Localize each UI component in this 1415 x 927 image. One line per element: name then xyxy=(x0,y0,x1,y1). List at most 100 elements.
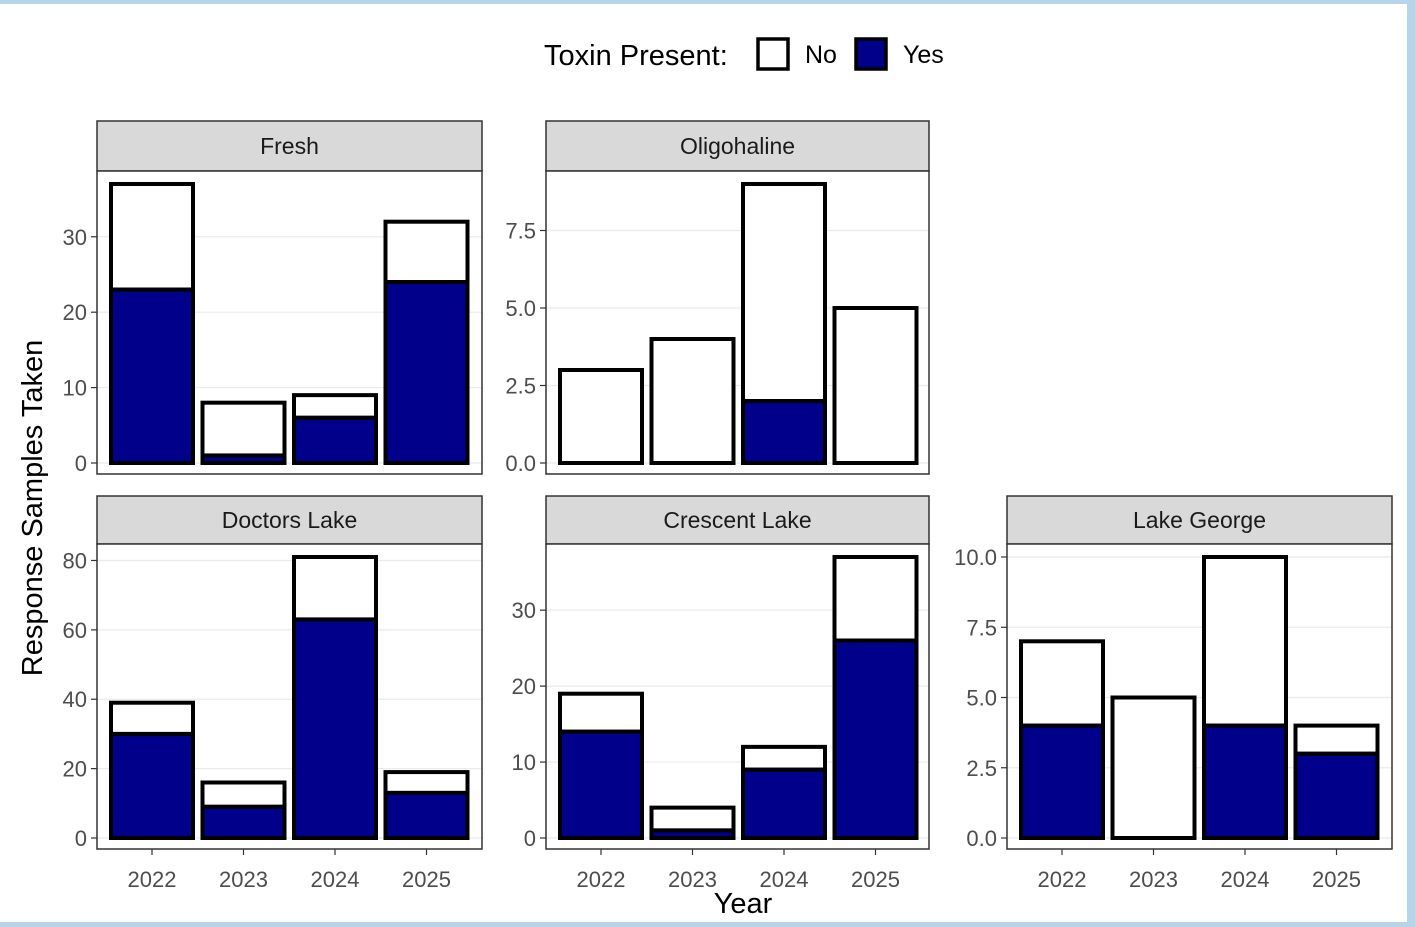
strip-label-crescent-lake: Crescent Lake xyxy=(663,507,811,533)
panel-crescent-lake: Crescent Lake 0 10 20 30 2022 2023 2024 2025 xyxy=(512,495,930,892)
x-tick-label: 2024 xyxy=(311,867,360,892)
bar-no-2022 xyxy=(1019,639,1105,728)
bar-no-2023 xyxy=(200,400,287,458)
legend: Toxin Present: No Yes xyxy=(544,37,944,72)
bar-no-2023 xyxy=(649,337,736,465)
bar-no-2023 xyxy=(1110,695,1197,840)
y-tick-label: 20 xyxy=(512,674,536,699)
x-tick-label: 2022 xyxy=(577,867,626,892)
bar-no-2022 xyxy=(109,700,195,736)
bar-no-2024 xyxy=(1202,555,1288,728)
panel-border-doctors-lake xyxy=(96,543,483,850)
x-tick-label: 2025 xyxy=(1312,867,1361,892)
x-tick-label: 2025 xyxy=(402,867,451,892)
strip-label-lake-george: Lake George xyxy=(1133,507,1266,533)
bar-no-2025 xyxy=(832,306,919,465)
bar-no-2022 xyxy=(558,691,644,734)
bar-no-2023 xyxy=(649,805,736,833)
strip-fresh xyxy=(96,120,483,172)
strip-doctors-lake xyxy=(96,495,483,545)
x-tick-label: 2025 xyxy=(851,867,900,892)
x-tick-label: 2023 xyxy=(1129,867,1178,892)
strip-label-doctors-lake: Doctors Lake xyxy=(222,507,358,533)
bar-no-2025 xyxy=(1293,723,1380,756)
x-axis-title: Year xyxy=(714,888,773,920)
y-tick-label: 7.5 xyxy=(505,219,536,244)
facet-panels: Fresh 0 10 20 30 Oligohaline 0.0 2.5 5.0 7.5 Docto… xyxy=(63,120,1393,892)
panel-doctors-lake: Doctors Lake 0 20 40 60 80 2022 2023 2024 2025 xyxy=(63,495,483,892)
panel-lake-george: Lake George 0.0 2.5 5.0 7.5 10.0 2022 2023 2024 2… xyxy=(954,495,1393,892)
bar-yes-2024 xyxy=(292,415,378,465)
x-tick-label: 2023 xyxy=(219,867,268,892)
bar-yes-2024 xyxy=(292,617,378,841)
panel-border-crescent-lake xyxy=(545,543,930,850)
x-tick-label: 2022 xyxy=(128,867,177,892)
y-tick-label: 10 xyxy=(512,750,536,775)
bar-yes-2025 xyxy=(832,638,919,840)
y-tick-label: 20 xyxy=(63,757,87,782)
x-tick-label: 2023 xyxy=(668,867,717,892)
bar-no-2024 xyxy=(741,744,827,772)
y-tick-label: 0 xyxy=(75,451,87,476)
bar-yes-2022 xyxy=(109,287,195,465)
bar-no-2022 xyxy=(558,368,644,465)
panel-border-oligohaline xyxy=(545,170,930,475)
bar-no-2023 xyxy=(200,780,287,809)
legend-label-yes: Yes xyxy=(903,41,944,69)
bar-yes-2024 xyxy=(1202,723,1288,840)
bar-yes-2023 xyxy=(649,828,736,840)
strip-label-fresh: Fresh xyxy=(260,133,319,159)
bar-yes-2024 xyxy=(741,399,827,465)
y-tick-label: 10.0 xyxy=(954,545,997,570)
bar-yes-2025 xyxy=(1293,751,1380,841)
y-tick-label: 30 xyxy=(512,598,536,623)
bar-yes-2022 xyxy=(109,731,195,840)
bar-no-2024 xyxy=(292,555,378,622)
strip-oligohaline xyxy=(545,120,930,172)
y-tick-label: 2.5 xyxy=(966,756,997,781)
legend-swatch-no xyxy=(756,37,790,71)
panel-fresh: Fresh 0 10 20 30 xyxy=(63,120,483,476)
bar-no-2024 xyxy=(741,182,827,403)
strip-label-oligohaline: Oligohaline xyxy=(680,133,795,159)
bar-yes-2025 xyxy=(383,790,470,841)
bar-no-2024 xyxy=(292,393,378,420)
bar-yes-2023 xyxy=(200,453,287,466)
panel-oligohaline: Oligohaline 0.0 2.5 5.0 7.5 xyxy=(505,120,930,476)
y-tick-label: 5.0 xyxy=(505,296,536,321)
bar-no-2025 xyxy=(383,219,470,285)
y-tick-label: 30 xyxy=(63,225,87,250)
x-tick-label: 2024 xyxy=(1221,867,1270,892)
y-tick-label: 0 xyxy=(524,826,536,851)
y-tick-label: 80 xyxy=(63,548,87,573)
bar-yes-2023 xyxy=(200,804,287,840)
bar-yes-2025 xyxy=(383,280,470,466)
y-tick-label: 2.5 xyxy=(505,374,536,399)
bar-yes-2022 xyxy=(558,729,644,840)
bar-no-2025 xyxy=(832,555,919,643)
y-tick-label: 0 xyxy=(75,826,87,851)
y-tick-label: 20 xyxy=(63,300,87,325)
y-tick-label: 7.5 xyxy=(966,615,997,640)
y-tick-label: 10 xyxy=(63,376,87,401)
panel-border-fresh xyxy=(96,170,483,475)
legend-title: Toxin Present: xyxy=(544,40,728,72)
faceted-bar-chart: Toxin Present: No Yes Fresh 0 10 20 30 Oligoh… xyxy=(17,37,1393,920)
panel-border-lake-george xyxy=(1006,543,1393,850)
legend-swatch-yes xyxy=(854,37,888,71)
y-tick-label: 40 xyxy=(63,687,87,712)
strip-lake-george xyxy=(1006,495,1393,545)
chart-canvas: Toxin Present: No Yes Fresh 0 10 20 30 Oligoh… xyxy=(0,4,1407,922)
x-tick-label: 2024 xyxy=(760,867,809,892)
bar-yes-2022 xyxy=(1019,723,1105,840)
legend-label-no: No xyxy=(805,41,837,69)
bar-yes-2024 xyxy=(741,767,827,840)
bar-no-2022 xyxy=(109,182,195,292)
x-tick-label: 2022 xyxy=(1038,867,1087,892)
y-tick-label: 0.0 xyxy=(505,451,536,476)
bar-no-2025 xyxy=(383,770,470,795)
y-axis-title: Response Samples Taken xyxy=(17,340,49,676)
y-tick-label: 0.0 xyxy=(966,826,997,851)
y-tick-label: 60 xyxy=(63,618,87,643)
y-tick-label: 5.0 xyxy=(966,686,997,711)
